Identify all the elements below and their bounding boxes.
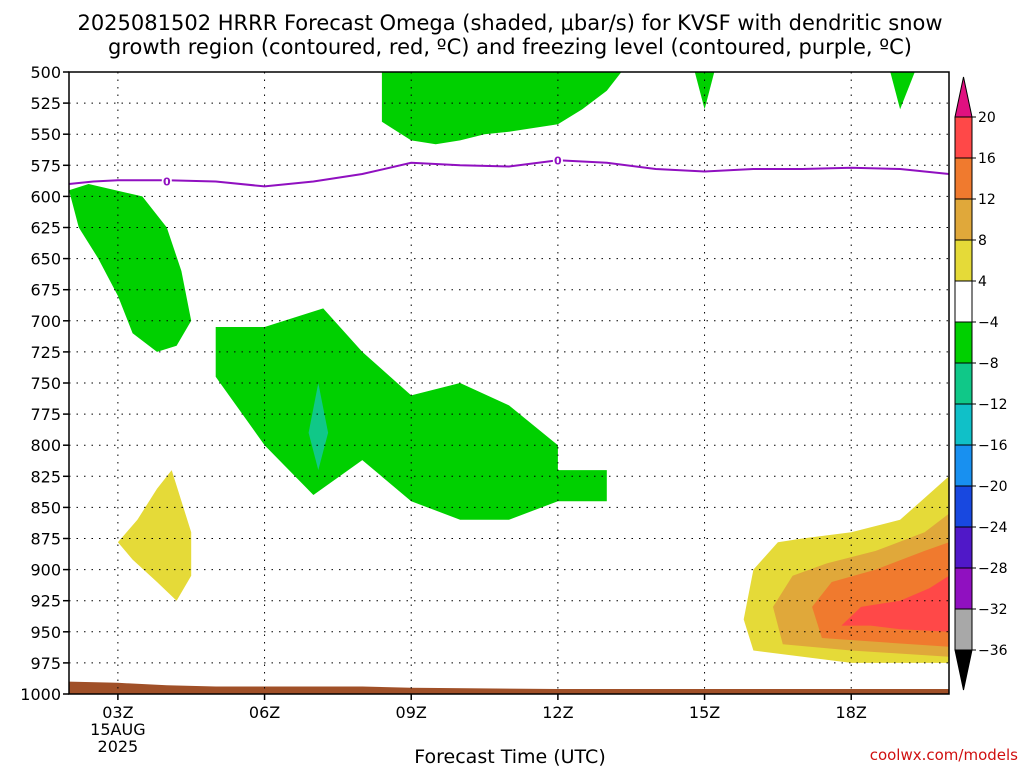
omega-upward-upper-b [694, 72, 715, 110]
freezing-level-label-1: 0 [554, 154, 562, 167]
y-tick-label-650: 650 [30, 250, 61, 269]
y-tick-label-500: 500 [30, 63, 61, 82]
colorbar-label-9: −20 [978, 479, 1008, 495]
colorbar-label-1: 16 [978, 151, 996, 167]
y-tick-label-850: 850 [30, 498, 61, 517]
omega-upward-upper-c [890, 72, 915, 110]
colorbar-label-3: 8 [978, 233, 987, 249]
y-tick-label-600: 600 [30, 187, 61, 206]
chart-title-line-1: 2025081502 HRRR Forecast Omega (shaded, … [77, 11, 942, 35]
colorbar-band--16--12 [954, 403, 973, 446]
omega-upward-mid-a [69, 184, 192, 352]
y-tick-label-975: 975 [30, 654, 61, 673]
y-tick-label-1000: 1000 [20, 685, 61, 704]
x-tick-label-06Z: 06Z [249, 703, 280, 722]
y-tick-label-825: 825 [30, 467, 61, 486]
x-tick-label-03Z: 03Z [102, 703, 133, 722]
x-tick-label-12Z: 12Z [542, 703, 573, 722]
colorbar: 20 16 12 8 4 −4 −8 −12 −16 −20 −24 −28 −32 −36 [954, 76, 1008, 691]
y-tick-label-625: 625 [30, 219, 61, 238]
y-tick-label-725: 725 [30, 343, 61, 362]
colorbar-band--24--20 [954, 485, 973, 528]
freezing-level-label-0: 0 [163, 175, 171, 188]
omega-upward-mid-b-core [308, 383, 329, 471]
colorbar-band--36--32 [954, 608, 973, 651]
y-tick-label-775: 775 [30, 405, 61, 424]
x-axis-label: Forecast Time (UTC) [414, 746, 605, 768]
colorbar-label-13: −36 [978, 643, 1008, 659]
colorbar-band--32--28 [954, 567, 973, 610]
colorbar-band-16-20 [954, 116, 973, 159]
omega-upward-mid-b [215, 308, 607, 520]
terrain-polygon [69, 681, 949, 694]
y-tick-label-525: 525 [30, 94, 61, 113]
colorbar-over-triangle [954, 76, 973, 118]
x-tick-date: 15AUG [90, 720, 145, 739]
y-tick-label-675: 675 [30, 281, 61, 300]
colorbar-label-5: −4 [978, 315, 999, 331]
colorbar-label-4: 4 [978, 274, 987, 290]
y-tick-label-875: 875 [30, 530, 61, 549]
x-tick-year: 2025 [98, 737, 139, 756]
colorbar-band-8-12 [954, 198, 973, 241]
colorbar-band--28--24 [954, 526, 973, 569]
omega-shaded-regions [69, 72, 949, 663]
y-tick-label-575: 575 [30, 156, 61, 175]
colorbar-band-4-8 [954, 239, 973, 282]
x-tick-label-09Z: 09Z [396, 703, 427, 722]
source-credit[interactable]: coolwx.com/models [870, 746, 1018, 764]
chart-title-line-2: growth region (contoured, red, ºC) and f… [108, 35, 912, 59]
y-tick-label-700: 700 [30, 312, 61, 331]
colorbar-band--20--16 [954, 444, 973, 487]
omega-downward-low-a [117, 470, 192, 601]
y-tick-label-550: 550 [30, 125, 61, 144]
colorbar-under-triangle [954, 649, 973, 691]
y-tick-label-800: 800 [30, 436, 61, 455]
colorbar-band--4-4 [954, 280, 973, 323]
grid-lines [69, 72, 949, 694]
colorbar-label-8: −16 [978, 438, 1008, 454]
omega-downward-low-b-core [841, 575, 949, 632]
freezing-level-label-bg-1 [552, 153, 563, 167]
colorbar-band-12-16 [954, 157, 973, 200]
y-tick-label-925: 925 [30, 592, 61, 611]
colorbar-label-2: 12 [978, 192, 996, 208]
freezing-level-contour: 00 [68, 153, 950, 188]
y-tick-label-900: 900 [30, 561, 61, 580]
y-axis-ticks: 500 525 550 575 600 625 650 675 700 725 750 775 800 8… [20, 63, 69, 704]
colorbar-label-10: −24 [978, 520, 1008, 536]
colorbar-label-0: 20 [978, 110, 996, 126]
colorbar-band--8--4 [954, 321, 973, 364]
y-tick-label-950: 950 [30, 623, 61, 642]
colorbar-label-11: −28 [978, 561, 1008, 577]
x-tick-label-15Z: 15Z [689, 703, 720, 722]
colorbar-label-7: −12 [978, 397, 1008, 413]
omega-upward-upper-a [381, 72, 622, 145]
colorbar-label-12: −32 [978, 602, 1008, 618]
y-tick-label-750: 750 [30, 374, 61, 393]
colorbar-label-6: −8 [978, 356, 999, 372]
freezing-level-label-bg-0 [161, 174, 172, 188]
x-tick-label-18Z: 18Z [836, 703, 867, 722]
colorbar-band--12--8 [954, 362, 973, 405]
freezing-level-line [68, 159, 950, 188]
terrain-fill [69, 681, 949, 694]
